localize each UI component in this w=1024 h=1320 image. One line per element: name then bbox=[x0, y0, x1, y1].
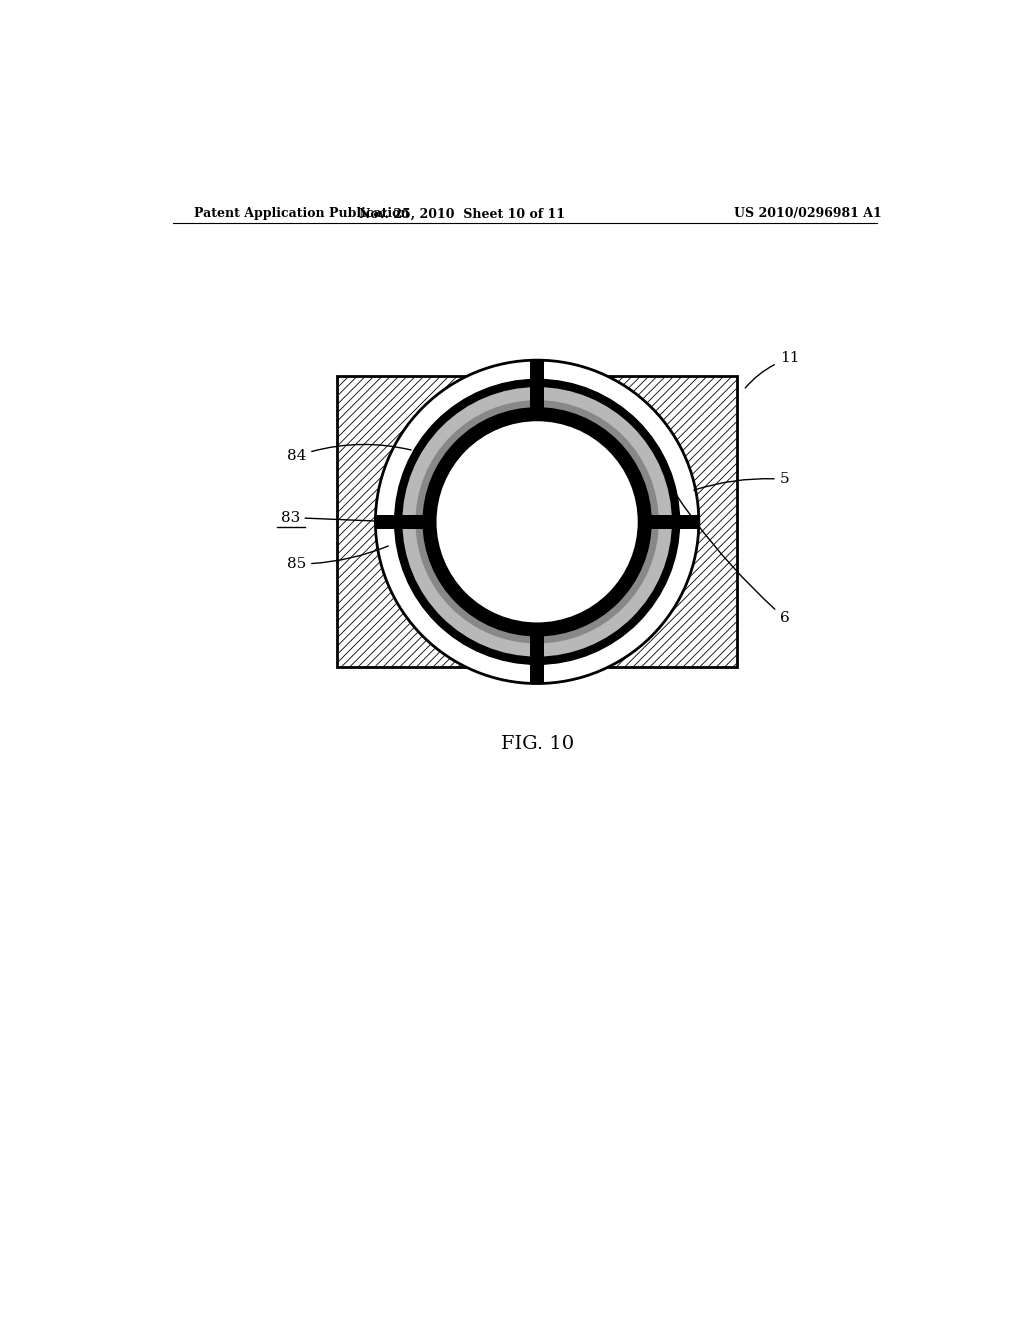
Text: 84: 84 bbox=[287, 445, 411, 463]
Bar bbox=[530, 359, 544, 420]
Circle shape bbox=[435, 420, 639, 623]
Text: FIG. 10: FIG. 10 bbox=[501, 735, 573, 752]
Circle shape bbox=[423, 408, 651, 636]
Text: 83: 83 bbox=[282, 511, 300, 525]
Text: Patent Application Publication: Patent Application Publication bbox=[194, 207, 410, 220]
Bar bbox=[530, 623, 544, 684]
Bar bbox=[530, 360, 544, 420]
Circle shape bbox=[402, 387, 672, 656]
Text: Nov. 25, 2010  Sheet 10 of 11: Nov. 25, 2010 Sheet 10 of 11 bbox=[358, 207, 564, 220]
Text: 6: 6 bbox=[630, 416, 790, 624]
Circle shape bbox=[416, 400, 658, 644]
Bar bbox=[639, 515, 698, 529]
Circle shape bbox=[394, 379, 680, 664]
Bar bbox=[337, 376, 737, 667]
Bar bbox=[376, 515, 435, 529]
Bar bbox=[530, 376, 544, 417]
Circle shape bbox=[376, 360, 698, 684]
Text: US 2010/0296981 A1: US 2010/0296981 A1 bbox=[734, 207, 882, 220]
Text: 85: 85 bbox=[287, 546, 388, 572]
Text: 5: 5 bbox=[693, 473, 790, 490]
Text: 11: 11 bbox=[745, 351, 799, 388]
